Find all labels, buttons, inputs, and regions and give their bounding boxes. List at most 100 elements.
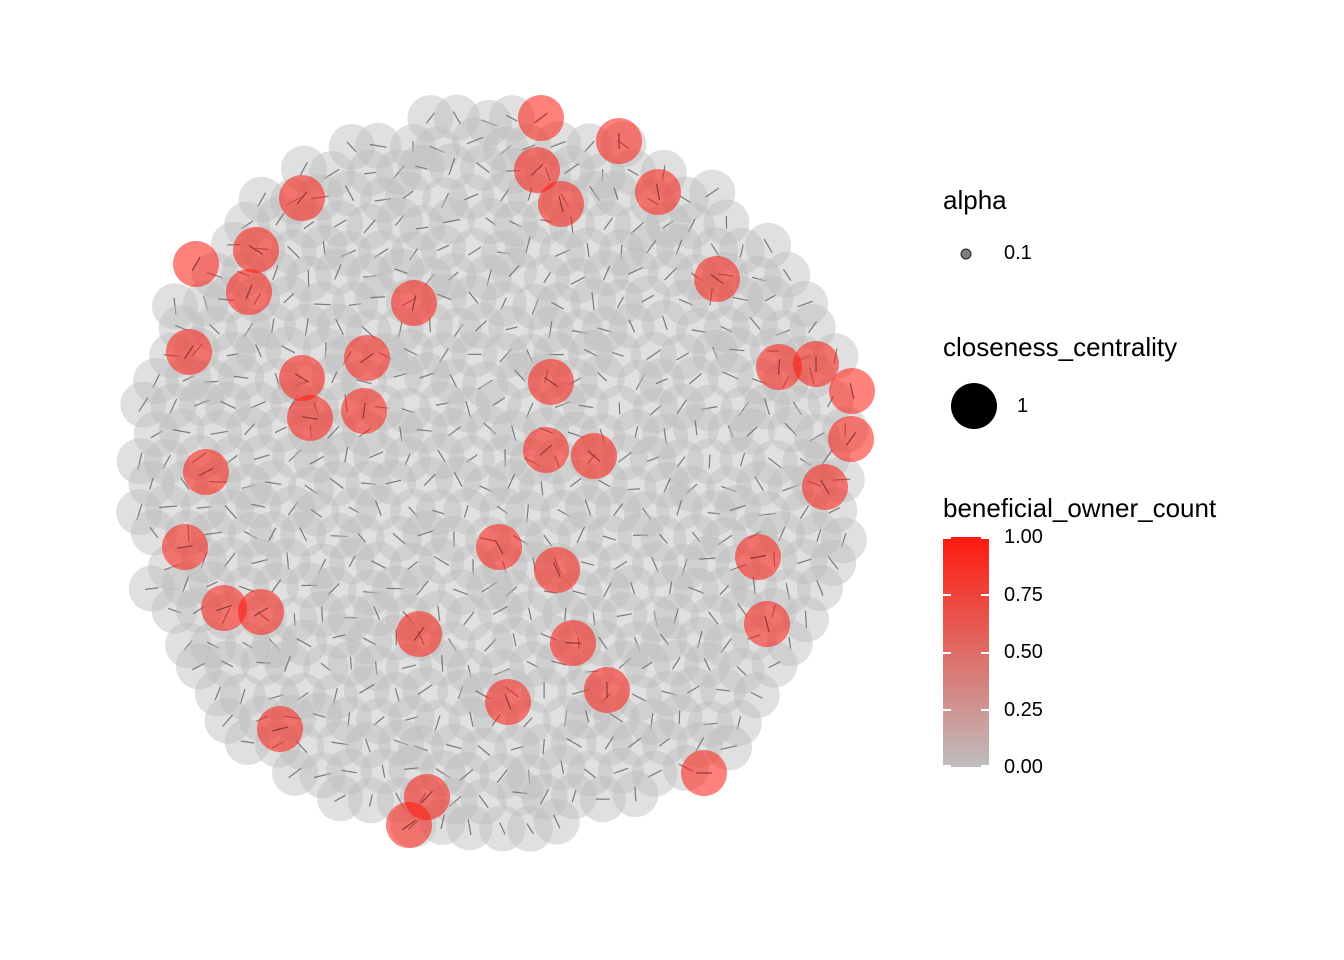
- node-edge-mark: [804, 610, 807, 628]
- node-edge-mark: [405, 716, 419, 721]
- node-edge-mark: [528, 607, 532, 621]
- node-edge-mark: [849, 383, 855, 399]
- node-edge-mark: [435, 402, 449, 406]
- node-edge-mark: [739, 452, 746, 467]
- node-edge-mark: [618, 657, 632, 669]
- node-edge-mark: [286, 552, 290, 570]
- node-edge-mark: [557, 508, 570, 517]
- node-edge-mark: [362, 403, 366, 419]
- node-edge-mark: [447, 638, 457, 652]
- node-edge-mark: [191, 662, 206, 671]
- node-edge-mark: [521, 144, 536, 151]
- node-edge-mark: [736, 665, 747, 676]
- node-edge-mark: [299, 162, 308, 176]
- node-edge-mark: [226, 353, 240, 357]
- node-edge-mark: [613, 187, 619, 200]
- node-edge-mark: [553, 814, 561, 829]
- node-edge-mark: [302, 416, 318, 420]
- colorbar-tick: [943, 652, 951, 654]
- node-edge-mark: [651, 556, 659, 573]
- node-edge-mark: [364, 171, 377, 175]
- node-edge-mark: [331, 371, 338, 384]
- node-edge-mark: [370, 296, 386, 299]
- node-edge-mark: [274, 426, 287, 434]
- node-edge-mark: [505, 586, 518, 598]
- node-edge-mark: [310, 509, 323, 518]
- node-edge-mark: [481, 581, 498, 593]
- node-edge-mark: [240, 740, 255, 744]
- node-edge-mark: [708, 611, 719, 625]
- node-edge-mark: [496, 505, 508, 514]
- node-edge-mark: [570, 276, 586, 285]
- gray-nodes-layer: [116, 94, 869, 852]
- node-edge-mark: [506, 114, 518, 122]
- node-edge-mark: [598, 479, 611, 488]
- node-edge-mark: [586, 243, 590, 258]
- node-edge-mark: [797, 558, 812, 565]
- node-edge-mark: [303, 221, 315, 230]
- node-edge-mark: [527, 769, 531, 784]
- colorbar-tick: [943, 765, 951, 767]
- node-edge-mark: [580, 561, 595, 566]
- node-edge-mark: [184, 345, 194, 359]
- node-edge-mark: [216, 604, 232, 612]
- node-edge-mark: [788, 637, 792, 650]
- node-edge-mark: [314, 772, 332, 779]
- node-edge-mark: [628, 319, 636, 333]
- node-edge-mark: [409, 248, 418, 261]
- node-edge-mark: [363, 591, 379, 594]
- node-edge-mark: [751, 276, 766, 282]
- node-edge-mark: [182, 375, 194, 382]
- node-edge-mark: [403, 347, 418, 356]
- node-edge-mark: [655, 378, 668, 385]
- node-edge-mark: [423, 473, 436, 486]
- node-edge-mark: [445, 743, 463, 750]
- node-edge-mark: [778, 526, 786, 542]
- node-edge-mark: [448, 426, 462, 437]
- node-edge-mark: [467, 664, 472, 678]
- node-edge-mark: [373, 716, 385, 727]
- node-edge-mark: [494, 667, 511, 676]
- node-edge-mark: [719, 585, 730, 596]
- node-edge-mark: [368, 451, 384, 459]
- node-edge-mark: [435, 768, 451, 779]
- node-edge-mark: [394, 688, 400, 702]
- node-edge-mark: [647, 769, 662, 778]
- node-edge-mark: [649, 404, 662, 416]
- node-edge-mark: [544, 376, 558, 388]
- node-edge-mark: [658, 737, 671, 747]
- node-edge-mark: [404, 767, 419, 770]
- node-edge-mark: [334, 264, 342, 280]
- node-edge-mark: [479, 485, 493, 493]
- node-edge-mark: [264, 481, 282, 485]
- node-edge-mark: [676, 352, 690, 361]
- node-edge-mark: [673, 608, 679, 624]
- node-edge-mark: [480, 119, 498, 127]
- node-edge-mark: [687, 218, 696, 233]
- node-edge-mark: [416, 580, 429, 596]
- node-edge-mark: [539, 444, 553, 456]
- node-edge-mark: [457, 686, 464, 700]
- node-edge-mark: [411, 295, 417, 311]
- node-edge-mark: [663, 477, 671, 493]
- node-edge-mark: [434, 715, 441, 731]
- node-edge-mark: [797, 300, 813, 308]
- node-edge-mark: [675, 239, 683, 255]
- node-edge-mark: [777, 358, 781, 376]
- node-edge-mark: [628, 737, 642, 748]
- node-edge-mark: [792, 401, 803, 416]
- node-edge-mark: [330, 535, 348, 538]
- node-edge-mark: [572, 590, 587, 596]
- node-edge-mark: [475, 320, 488, 332]
- node-edge-mark: [551, 301, 565, 310]
- node-edge-mark: [512, 633, 517, 647]
- node-edge-mark: [662, 315, 668, 331]
- node-edge-mark: [340, 249, 357, 258]
- node-edge-mark: [404, 453, 411, 466]
- node-edge-mark: [425, 112, 435, 124]
- node-edge-mark: [393, 372, 407, 378]
- node-edge-mark: [394, 268, 408, 274]
- node-edge-mark: [320, 662, 332, 672]
- node-edge-mark: [508, 264, 520, 278]
- node-edge-mark: [335, 318, 344, 336]
